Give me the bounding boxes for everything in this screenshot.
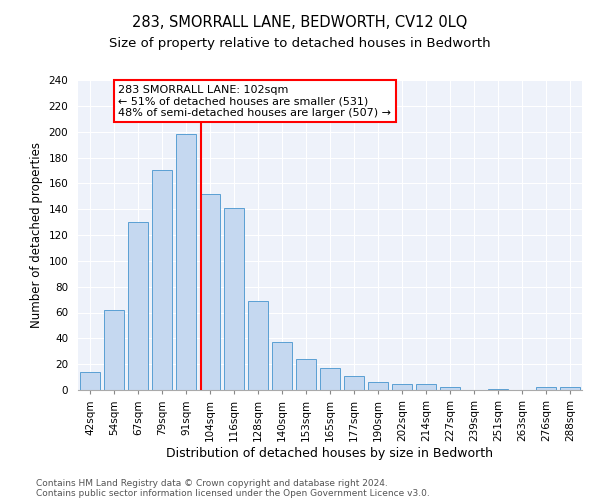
Bar [440,388,460,390]
Bar [224,208,244,390]
Bar [344,376,364,390]
Bar [176,134,196,390]
Text: Contains HM Land Registry data © Crown copyright and database right 2024.: Contains HM Land Registry data © Crown c… [36,478,388,488]
Text: Contains public sector information licensed under the Open Government Licence v3: Contains public sector information licen… [36,488,430,498]
Text: 283, SMORRALL LANE, BEDWORTH, CV12 0LQ: 283, SMORRALL LANE, BEDWORTH, CV12 0LQ [133,15,467,30]
Text: 283 SMORRALL LANE: 102sqm
← 51% of detached houses are smaller (531)
48% of semi: 283 SMORRALL LANE: 102sqm ← 51% of detac… [118,84,391,118]
Y-axis label: Number of detached properties: Number of detached properties [30,142,43,328]
Bar [536,388,556,390]
Bar [320,368,340,390]
Bar [200,194,220,390]
Bar [80,372,100,390]
Bar [296,359,316,390]
Bar [152,170,172,390]
Bar [368,382,388,390]
Bar [128,222,148,390]
Bar [488,388,508,390]
Bar [560,388,580,390]
Bar [104,310,124,390]
Bar [392,384,412,390]
Bar [416,384,436,390]
X-axis label: Distribution of detached houses by size in Bedworth: Distribution of detached houses by size … [167,446,493,460]
Bar [272,342,292,390]
Text: Size of property relative to detached houses in Bedworth: Size of property relative to detached ho… [109,38,491,51]
Bar [248,301,268,390]
